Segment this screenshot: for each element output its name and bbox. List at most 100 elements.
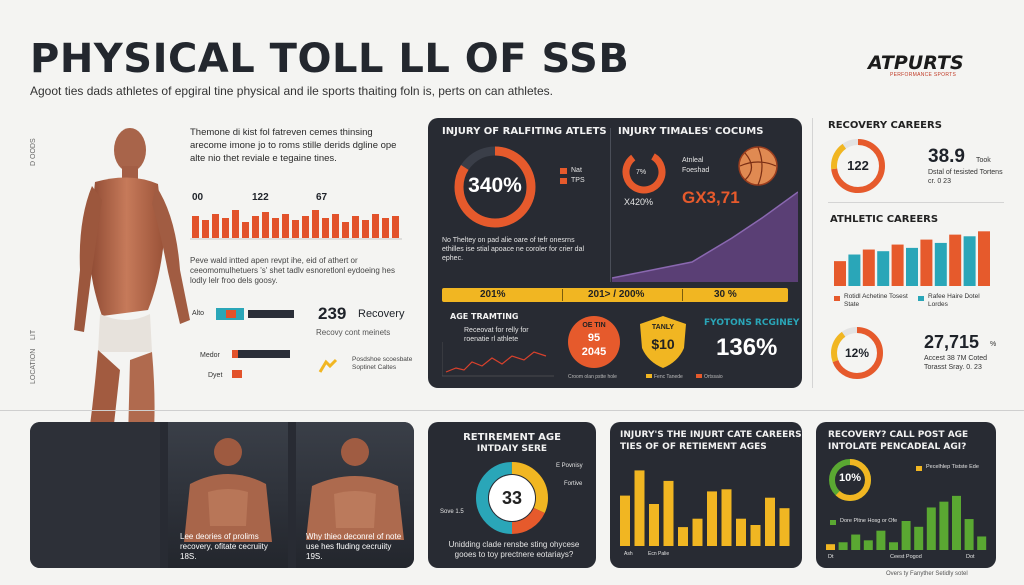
intro-text: Themone di kist fol fatreven cemes thins… (190, 127, 397, 164)
axis-label: Ecn Palie (648, 551, 670, 557)
timeline-pct-2: X420% (624, 197, 654, 207)
divider (828, 202, 1004, 203)
right-stat-value: 136% (716, 334, 778, 361)
small-caption: Posdshoe scoesbate Soptinet Caltes (352, 356, 413, 371)
axis-label: Ceest Pogod (890, 554, 922, 560)
stat-bar (232, 350, 290, 358)
bar-label: Alto (192, 310, 205, 317)
donut-legend: Fortive (564, 481, 583, 487)
bar-label: Dyet (208, 372, 223, 379)
bar (978, 231, 990, 286)
legend-label: Fenc Tanede (654, 374, 683, 380)
bar (620, 495, 630, 546)
bar-label: Medor (200, 352, 220, 359)
career-ring (831, 327, 883, 379)
bar (920, 239, 933, 286)
injury-bar-chart (620, 470, 790, 546)
legend-swatch (916, 466, 922, 471)
axis-label: Ash (624, 551, 633, 557)
timeline-pct: 7% (636, 169, 647, 176)
basketball-icon (738, 146, 778, 186)
photo-caption: Lee deories of prolims recovery, ofitate… (180, 532, 268, 561)
brand-logo: ATPURTS (868, 52, 964, 74)
bar (779, 508, 790, 546)
age-text: Receovat for relly for roenatie rl athle… (464, 327, 529, 343)
bar (736, 518, 746, 546)
bar (663, 480, 674, 546)
retirement-text: Unidding clade rensbe sting ohycese gooe… (448, 540, 580, 559)
bar (952, 495, 961, 550)
bar (649, 504, 659, 546)
retirement-donut (476, 462, 548, 534)
legend-label: Croom olan pstte hole (568, 374, 617, 380)
brand-tagline: PERFORMANCE SPORTS (890, 72, 957, 78)
bar (707, 491, 717, 546)
age-line-chart (442, 342, 554, 377)
recovery-stat-unit: Took (976, 157, 991, 164)
bar (914, 526, 924, 550)
side-label: LOCATION (30, 348, 37, 384)
legend-label: Ortssaio (704, 374, 723, 380)
bar (692, 518, 703, 546)
injury-value: 340% (468, 174, 522, 197)
bar (834, 261, 846, 286)
bar (939, 501, 949, 550)
athlete-icon (318, 358, 338, 373)
donut-value: 33 (501, 488, 523, 508)
injury-careers-panel: INJURY'S THE INJURT CATE CAREERS TIES OF… (610, 422, 802, 568)
timeline-title: INJURY TIMALES' COCUMS (618, 126, 764, 137)
bar (678, 527, 688, 546)
athlete-photo-panel: Lee deories of prolims recovery, ofitate… (30, 422, 414, 568)
page-title: PHYSICAL TOLL LL OF SSB (30, 36, 630, 82)
age-title: AGE TRAMTING (450, 312, 519, 321)
bar (877, 251, 890, 286)
athlete-photo (306, 438, 404, 540)
recovery-careers-title: RECOVERY CAREERS (828, 120, 942, 131)
bar (848, 254, 861, 286)
injury-body-text: No Theltey on pad alie oare of tefr ones… (442, 237, 585, 262)
mini-bar-chart: 00 122 67 (190, 192, 405, 248)
retirement-sub: INTDAIY SERE (476, 444, 548, 454)
bar (851, 534, 861, 550)
bar (826, 544, 835, 550)
bar (721, 489, 732, 546)
photo-frame (30, 422, 160, 568)
career-stat: 27,715 (924, 332, 980, 352)
bar (750, 525, 761, 546)
bar (889, 542, 898, 550)
band-value: 30 % (714, 289, 737, 300)
legend-swatch (918, 296, 924, 301)
bar (634, 470, 645, 546)
bar (964, 519, 974, 550)
chart-number: 67 (316, 192, 328, 203)
career-stat-text: Accest 38 7M Coted Torasst Sray. 0. 23 (924, 355, 988, 371)
side-label: D OODS (30, 138, 37, 166)
bar (906, 247, 918, 286)
recovery-label: Recovery (358, 308, 405, 320)
right-stat-title: FYOTONS RCGINEY (704, 318, 800, 328)
footer-credit: Overs ty Fanyther Setidly sotel (886, 571, 968, 577)
donut-label: Sove 1.5 (440, 509, 464, 515)
bars-sub: TIES OF OF RETIEMENT AGES (620, 442, 767, 452)
career-stat-unit: % (990, 341, 997, 348)
band-value: 201> / 200% (588, 289, 645, 300)
side-label: LIT (30, 329, 37, 340)
legend-swatch (560, 168, 567, 174)
athletic-careers-title: ATHLETIC CAREERS (830, 214, 939, 225)
retirement-panel: RETIREMENT AGE INTDAIY SERE 33 Sove 1.5 … (428, 422, 596, 568)
donut-label: E Povnisy (556, 463, 583, 469)
bar (949, 234, 962, 286)
legend-swatch (830, 520, 836, 525)
stat-bar (226, 310, 236, 318)
stat-bar (232, 370, 242, 378)
athletic-bar-chart (834, 231, 990, 286)
legend-label: Rotidl Achetine Tosest State (844, 293, 908, 308)
stat-bar (248, 310, 294, 318)
chart-number: 00 (192, 192, 204, 203)
recovery-sub: Recovy cont meinets (316, 328, 391, 337)
legend-label: Pecelhlep Tistste Ede (926, 464, 979, 470)
bar (876, 530, 886, 550)
body-paragraph: Peve wald intted apen revpt ihe, eid of … (190, 256, 395, 285)
ball-label: Atnleal (682, 157, 704, 164)
badge-value: 95 (587, 332, 601, 344)
